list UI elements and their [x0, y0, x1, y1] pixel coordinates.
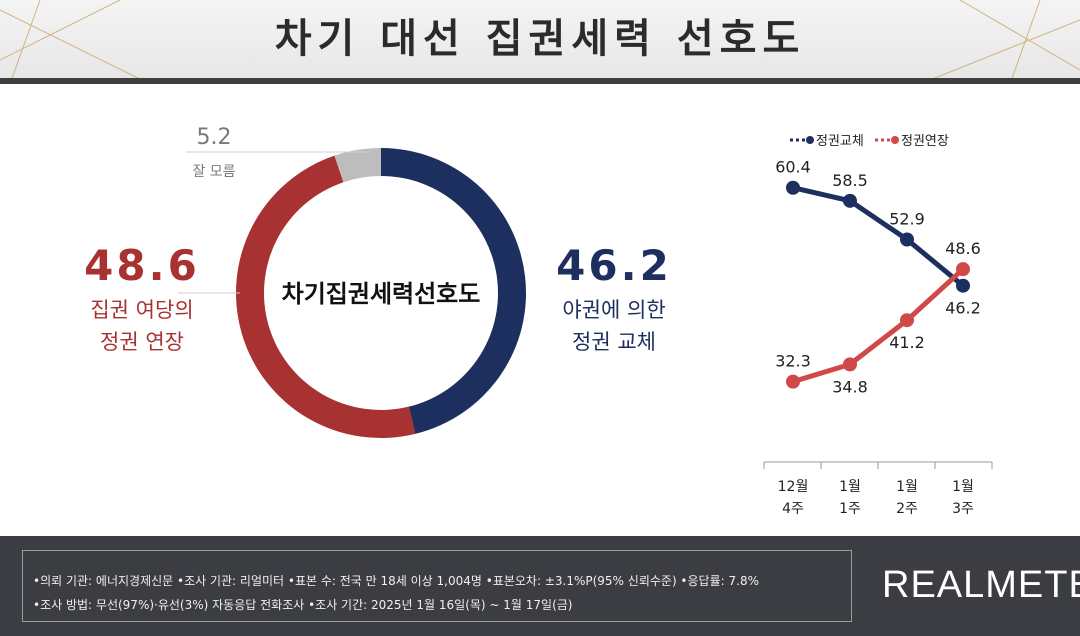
legend-marker	[891, 136, 899, 144]
x-tick-label: 1월	[896, 479, 918, 495]
slice-value-label: 48.6	[84, 241, 200, 290]
slice-name-label: 정권 연장	[100, 330, 184, 354]
survey-info-line-2: •조사 방법: 무선(97%)·유선(3%) 자동응답 전화조사 •조사 기간:…	[33, 598, 573, 612]
header-band	[0, 78, 1080, 84]
legend-marker	[806, 136, 814, 144]
data-label: 48.6	[945, 239, 981, 258]
slice-value-label: 5.2	[197, 125, 232, 150]
x-tick-label: 1월	[952, 479, 974, 495]
slice-name-label: 정권 교체	[572, 330, 656, 354]
data-point	[900, 313, 914, 328]
data-label: 46.2	[945, 299, 981, 318]
data-label: 58.5	[832, 171, 868, 190]
data-label: 34.8	[832, 377, 868, 396]
donut-center-title: 차기집권세력선호도	[282, 280, 481, 308]
data-point	[900, 232, 914, 247]
legend-label: 정권교체	[816, 134, 864, 149]
x-tick-label: 4주	[782, 501, 804, 517]
x-tick-label: 1월	[839, 479, 861, 495]
slice-value-label: 46.2	[556, 241, 672, 290]
legend-label: 정권연장	[901, 134, 949, 149]
data-point	[786, 374, 800, 389]
donut-slice-2	[334, 148, 381, 183]
x-tick-label: 12월	[778, 479, 809, 495]
data-point	[843, 193, 857, 208]
x-tick-label: 3주	[952, 501, 974, 517]
slice-name-label: 집권 여당의	[90, 298, 193, 322]
survey-info-line-1: •의뢰 기관: 에너지경제신문 •조사 기관: 리얼미터 •표본 수: 전국 만…	[33, 574, 759, 588]
x-tick-label: 2주	[896, 501, 918, 517]
footer: •의뢰 기관: 에너지경제신문 •조사 기관: 리얼미터 •표본 수: 전국 만…	[0, 536, 1080, 636]
slice-name-label: 야권에 의한	[562, 298, 665, 322]
data-label: 32.3	[775, 352, 811, 371]
x-tick-label: 1주	[839, 501, 861, 517]
donut-slice-0	[381, 148, 527, 434]
data-label: 52.9	[889, 209, 925, 228]
donut-slice-1	[235, 155, 416, 438]
realmeter-logo: REALMETER	[882, 564, 1080, 606]
data-point	[843, 357, 857, 372]
series-line-0	[792, 185, 965, 288]
series-line-1	[792, 267, 965, 385]
data-label: 60.4	[775, 158, 811, 177]
data-point	[786, 180, 800, 195]
data-label: 41.2	[889, 333, 925, 352]
gold-line-decoration	[0, 0, 1080, 84]
page-title: 차기 대선 집권세력 선호도	[274, 16, 806, 62]
data-point	[956, 262, 970, 277]
slice-name-label: 잘 모름	[192, 164, 235, 180]
survey-info-box: •의뢰 기관: 에너지경제신문 •조사 기관: 리얼미터 •표본 수: 전국 만…	[22, 550, 852, 622]
data-point	[956, 278, 970, 293]
header-banner: 차기 대선 집권세력 선호도	[0, 0, 1080, 84]
line-chart: 정권교체 정권연장 12월 4주 1월 1주 1월 2주 1월 3주 60.4 58.5 52.9 46.…	[763, 134, 993, 517]
